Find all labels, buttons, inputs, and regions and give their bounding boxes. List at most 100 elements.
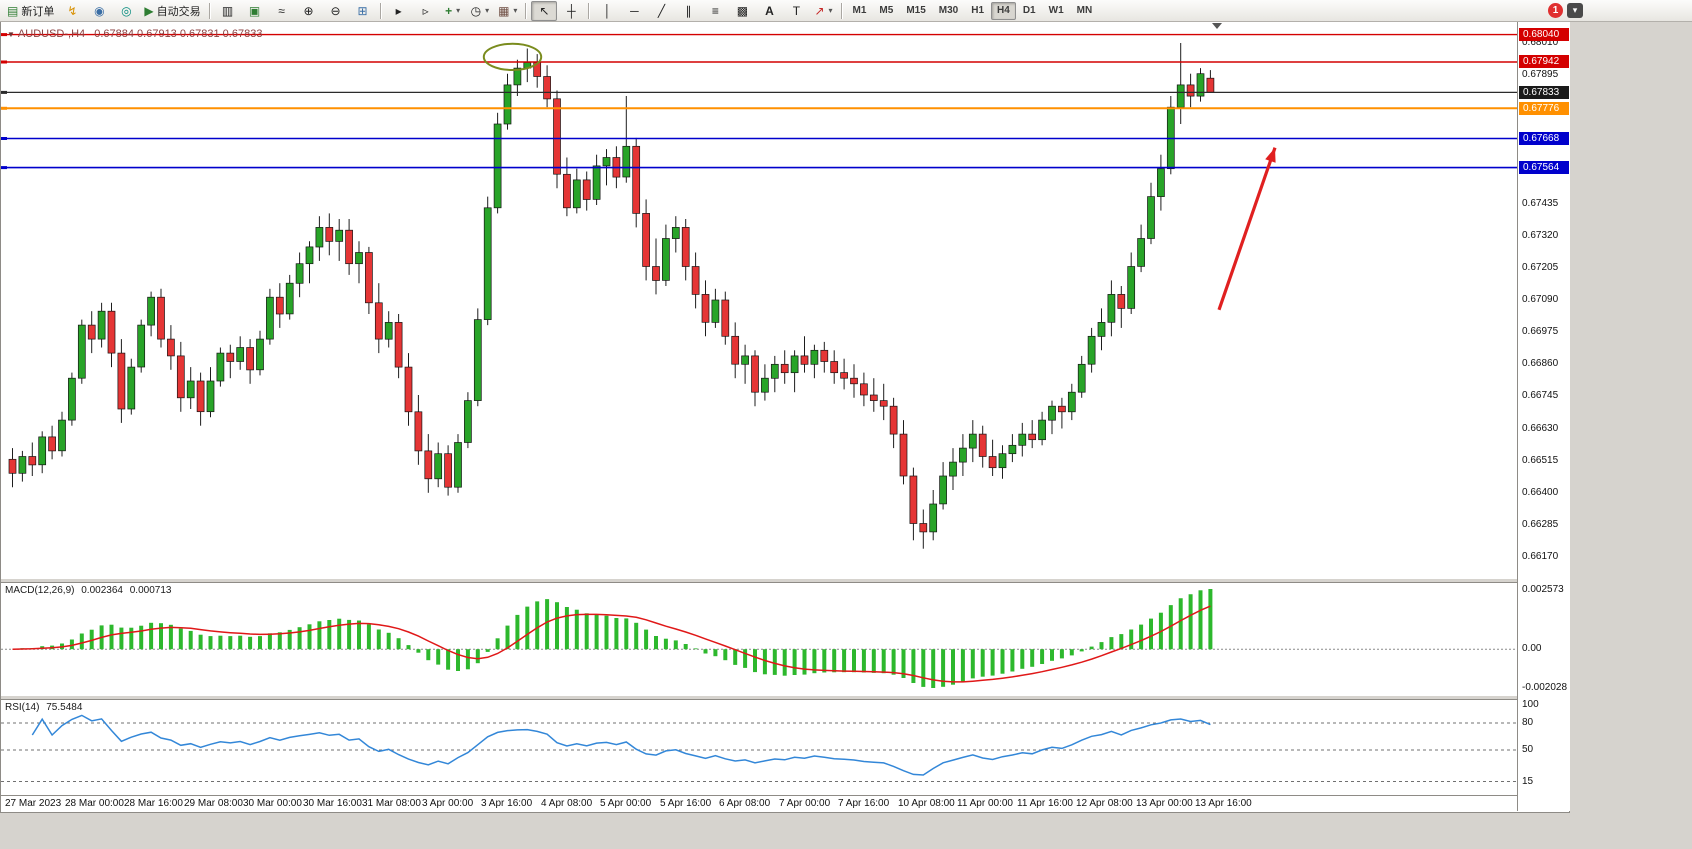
bar-chart-icon: ▥ (221, 3, 234, 18)
cursor-tool-button[interactable]: ↖ (531, 0, 558, 21)
rsi-axis-label: 100 (1522, 699, 1539, 710)
zoom-in-button[interactable]: ⊕ (296, 1, 322, 21)
market-watch-icon: ↯ (67, 3, 78, 18)
templates-button[interactable]: ▦ ▾ (494, 1, 521, 21)
timeframe-button-MN[interactable]: MN (1076, 4, 1093, 16)
navigator-icon: ◉ (94, 3, 105, 18)
rsi-title: RSI(14) (5, 702, 40, 713)
rsi-pane[interactable]: RSI(14) 75.5484 (1, 700, 1517, 795)
toolbar-right-group: 1 ▾ (1548, 3, 1583, 18)
chevron-down-icon: ▾ (513, 6, 518, 15)
time-axis-label: 11 Apr 16:00 (1017, 798, 1073, 809)
price-tick-label: 0.67205 (1522, 262, 1559, 273)
chevron-down-icon: ▾ (828, 6, 833, 15)
fibonacci-tool-button[interactable]: ≡ (702, 1, 728, 21)
bar-chart-button[interactable]: ▥ (215, 1, 241, 21)
arrows-tool-button[interactable]: ↗ ▾ (810, 1, 836, 21)
zoom-in-icon: ⊕ (303, 3, 314, 18)
text-tool-button[interactable]: A (756, 1, 782, 21)
time-axis-label: 10 Apr 08:00 (898, 798, 955, 809)
pane-splitter[interactable] (1, 695, 1569, 700)
timeframe-button-H1[interactable]: H1 (971, 4, 985, 16)
toolbar-separator (840, 2, 843, 19)
text-label-tool-button[interactable]: T (783, 1, 809, 21)
timeframe-button-W1[interactable]: W1 (1048, 4, 1064, 16)
terminal-icon: ◎ (121, 3, 132, 18)
toolbar-separator (588, 2, 591, 19)
trendline-icon: ╱ (657, 3, 666, 18)
timeframe-button-D1[interactable]: D1 (1022, 4, 1036, 16)
timeframe-bar: M1 M5 M15 M30 H1 H4 D1 W1 MN (847, 1, 1099, 20)
time-axis-label: 7 Apr 16:00 (838, 798, 890, 809)
shapes-tool-button[interactable]: ▩ (729, 1, 755, 21)
time-axis-label: 28 Mar 00:00 (65, 798, 124, 809)
text-icon: A (765, 3, 774, 18)
crosshair-tool-button[interactable]: ┼ (558, 1, 584, 21)
timeframe-button-M30[interactable]: M30 (938, 4, 959, 16)
toolbar-separator (208, 2, 211, 19)
new-order-button[interactable]: ▤ 新订单 (3, 1, 58, 21)
price-tick-label: 0.66745 (1522, 390, 1559, 401)
vertical-line-tool-button[interactable]: │ (594, 1, 620, 21)
price-tick-label: 0.66285 (1522, 519, 1559, 530)
chevron-down-icon: ▾ (456, 6, 461, 15)
price-tick-label: 0.66170 (1522, 551, 1559, 562)
terminal-button[interactable]: ◎ (113, 1, 139, 21)
horizontal-line-tool-button[interactable]: ─ (621, 1, 647, 21)
rsi-axis-label: 15 (1522, 776, 1534, 787)
chart-shift-button[interactable]: ▹ (413, 1, 439, 21)
text-label-icon: T (792, 3, 801, 18)
timeframe-button-M1[interactable]: M1 (852, 4, 867, 16)
macd-axis-zero: 0.00 (1522, 643, 1542, 654)
time-axis-label: 4 Apr 08:00 (541, 798, 593, 809)
time-axis-label: 28 Mar 16:00 (124, 798, 183, 809)
notification-badge[interactable]: 1 (1548, 3, 1563, 18)
rsi-chart[interactable] (1, 700, 1517, 795)
line-chart-icon: ≈ (278, 3, 285, 18)
shapes-icon: ▩ (736, 3, 749, 18)
price-axis[interactable]: 0.680100.678950.677800.676650.675500.674… (1517, 22, 1570, 811)
line-chart-button[interactable]: ≈ (269, 1, 295, 21)
tile-windows-button[interactable]: ⊞ (350, 1, 376, 21)
time-axis-label: 5 Apr 00:00 (600, 798, 652, 809)
price-tick-label: 0.67090 (1522, 294, 1559, 305)
price-tick-label: 0.66515 (1522, 455, 1559, 466)
trendline-tool-button[interactable]: ╱ (648, 1, 674, 21)
channel-tool-button[interactable]: ∥ (675, 1, 701, 21)
macd-value-main: 0.002364 (81, 585, 123, 596)
time-axis[interactable]: 27 Mar 2023 28 Mar 00:00 28 Mar 16:00 29 Ma… (1, 795, 1517, 812)
market-watch-button[interactable]: ↯ (59, 1, 85, 21)
macd-pane[interactable]: MACD(12,26,9) 0.002364 0.000713 (1, 583, 1517, 695)
timeframe-button-M5[interactable]: M5 (879, 4, 894, 16)
rsi-label: RSI(14) 75.5484 (5, 702, 82, 713)
price-tick-label: 0.67895 (1522, 69, 1559, 80)
macd-chart[interactable] (1, 583, 1517, 695)
time-axis-label: 5 Apr 16:00 (660, 798, 712, 809)
auto-scroll-button[interactable]: ▸ (386, 1, 412, 21)
main-chart-pane[interactable]: ▼ AUDUSD-,H4 0.67884 0.67913 0.67831 0.67… (1, 22, 1517, 578)
chart-symbol-overlay: ▼ AUDUSD-,H4 0.67884 0.67913 0.67831 0.67… (7, 28, 262, 40)
rsi-value: 75.5484 (46, 702, 83, 713)
ohlc-values: 0.67884 0.67913 0.67831 0.67833 (94, 28, 263, 40)
timeframe-button-H4[interactable]: H4 (991, 1, 1016, 20)
navigator-button[interactable]: ◉ (86, 1, 112, 21)
candlestick-chart[interactable] (1, 22, 1517, 578)
toolbar-separator (525, 2, 528, 19)
symbol-label: AUDUSD-,H4 (17, 28, 86, 40)
price-tick-label: 0.67320 (1522, 230, 1559, 241)
arrow-tool-icon: ↗ (814, 3, 825, 18)
autotrade-button[interactable]: ▶ 自动交易 (140, 1, 204, 21)
periods-button[interactable]: ◷ ▾ (467, 1, 494, 21)
horizontal-line-icon: ─ (630, 3, 639, 18)
indicators-icon: + (445, 3, 453, 18)
candlestick-chart-button[interactable]: ▣ (242, 1, 268, 21)
timeframe-button-M15[interactable]: M15 (906, 4, 926, 16)
pane-splitter[interactable] (1, 578, 1569, 583)
zoom-out-button[interactable]: ⊖ (323, 1, 349, 21)
community-icon[interactable]: ▾ (1567, 3, 1583, 18)
price-tick-label: 0.66630 (1522, 423, 1559, 434)
time-axis-label: 13 Apr 00:00 (1136, 798, 1193, 809)
indicators-button[interactable]: + ▾ (440, 1, 466, 21)
price-level-badge: 0.67668 (1519, 132, 1569, 145)
time-axis-label: 29 Mar 08:00 (184, 798, 243, 809)
